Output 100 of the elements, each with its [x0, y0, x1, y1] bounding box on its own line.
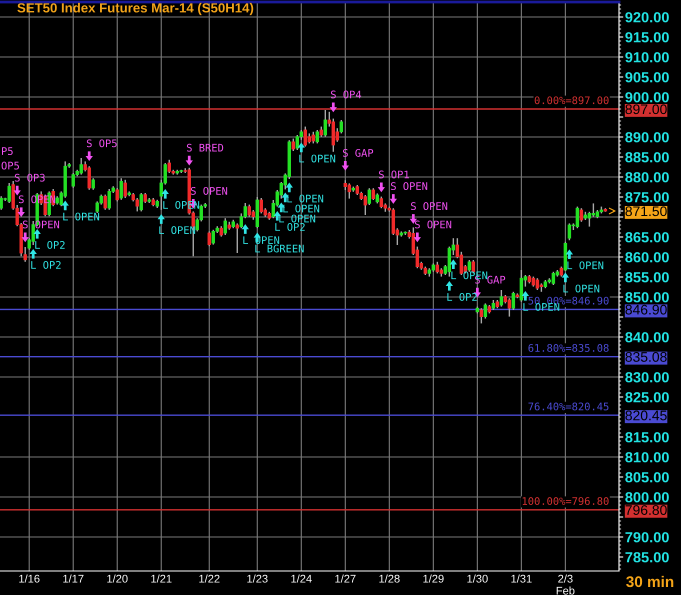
y-tick-label: 885.00: [625, 152, 669, 162]
candlestick: [144, 192, 147, 204]
data-label: S OPEN: [390, 182, 428, 190]
candlestick: [92, 178, 95, 190]
point: [30, 248, 37, 259]
y-tick-label: 790.00: [625, 532, 669, 542]
y-tick-label: 880.00: [625, 172, 669, 182]
x-tick-label: 1/22: [199, 574, 220, 583]
chart-title: SET50 Index Futures Mar-14 (S50H14): [17, 2, 254, 16]
data-label: S OPEN: [190, 186, 228, 195]
annotation: 76.40%=820.45: [528, 402, 608, 410]
candlestick: [348, 182, 352, 200]
candlestick: [88, 166, 91, 190]
y-tick-label: 855.00: [625, 272, 669, 282]
point: [390, 194, 397, 204]
point: [34, 228, 41, 239]
ref-line-label: 835.08: [625, 352, 667, 362]
point: [522, 290, 530, 301]
candlestick: [576, 206, 580, 229]
candlestick: [552, 271, 556, 286]
y-tick-label: 860.00: [625, 252, 669, 262]
candlestick: [380, 196, 384, 209]
data-label: L OP2: [35, 240, 65, 249]
point: [378, 182, 385, 192]
data-label: S OP3: [14, 174, 45, 182]
x-tick-label: 1/23: [247, 574, 268, 583]
candlestick: [248, 204, 251, 218]
point: [298, 142, 305, 152]
candlestick: [372, 188, 376, 201]
candlestick: [292, 138, 296, 152]
point: [18, 207, 25, 218]
ref-line-label: 897.00: [625, 104, 667, 114]
candlestick: [208, 230, 211, 247]
point: [162, 188, 169, 199]
x-tick-label: 1/20: [107, 574, 128, 583]
x-tick-label: 1/24: [291, 574, 312, 583]
candlestick: [468, 259, 472, 272]
point: [450, 259, 457, 270]
y-tick-label: 915.00: [625, 32, 669, 42]
y-tick-label: 825.00: [625, 392, 669, 402]
y-tick-label: 875.00: [625, 192, 669, 202]
point: [566, 249, 574, 260]
y-tick-label: 810.00: [625, 452, 669, 462]
candlestick: [120, 178, 123, 200]
x-tick-label: 1/16: [19, 574, 40, 583]
point: [414, 232, 421, 242]
x-tick-label: 1/27: [335, 574, 356, 583]
data-label: S GAP: [342, 148, 374, 157]
candlestick: [108, 188, 111, 210]
point: [186, 156, 193, 166]
candlestick: [0, 196, 3, 210]
x-tick-label: 2/3 Feb: [556, 574, 574, 595]
candlestick: [532, 276, 536, 288]
data-label: S OPEN: [414, 220, 452, 228]
y-tick-label: 905.00: [625, 72, 669, 82]
candlestick: [140, 192, 143, 212]
candlestick: [72, 172, 75, 188]
y-tick-label: 805.00: [625, 472, 669, 482]
y-tick-label: 800.00: [625, 492, 669, 502]
y-tick-label: 910.00: [625, 52, 669, 62]
data-label: L OPEN: [299, 154, 336, 162]
candlestick: [124, 179, 127, 199]
annotation: P5: [2, 147, 13, 156]
point: [158, 214, 165, 224]
point: [330, 102, 337, 112]
point: [14, 186, 21, 196]
data-label: L OP2: [447, 292, 477, 301]
ref-line-label: 820.45: [625, 410, 667, 420]
x-tick-label: 1/31: [511, 574, 532, 583]
y-tick-label: 850.00: [625, 292, 669, 302]
data-label: S OPEN: [18, 195, 56, 204]
data-label: L OP2: [275, 222, 305, 231]
ref-line-label: 796.80: [626, 505, 667, 515]
candlestick: [316, 129, 320, 144]
y-tick-label: 815.00: [625, 432, 669, 442]
point: [410, 214, 417, 224]
data-label: L OPEN: [567, 261, 604, 270]
data-label: S OPEN: [22, 220, 60, 228]
data-label: S OPEN: [410, 202, 448, 210]
data-label: S BRED: [186, 144, 224, 152]
y-tick-label: 920.00: [625, 12, 669, 22]
point: [286, 182, 293, 192]
point: [22, 232, 29, 242]
candlestick: [312, 131, 316, 144]
y-tick-label: 865.00: [625, 232, 669, 242]
data-label: L OP2: [31, 260, 61, 269]
text: 30 min: [626, 576, 674, 588]
annotation: 61.80%=835.08: [528, 344, 609, 352]
y-tick-label: 890.00: [625, 132, 669, 142]
candlestick: [508, 298, 512, 318]
candlestick: [500, 289, 504, 308]
point: [86, 151, 93, 162]
point: [242, 224, 249, 234]
candlestick: [296, 134, 300, 151]
data-label: S OP1: [378, 170, 409, 178]
annotation: 50.00%=846.90: [528, 296, 609, 305]
candlestick: [304, 126, 308, 148]
candlestick: [492, 299, 496, 311]
point: [562, 272, 570, 282]
x-tick-label: 1/28: [379, 574, 400, 583]
